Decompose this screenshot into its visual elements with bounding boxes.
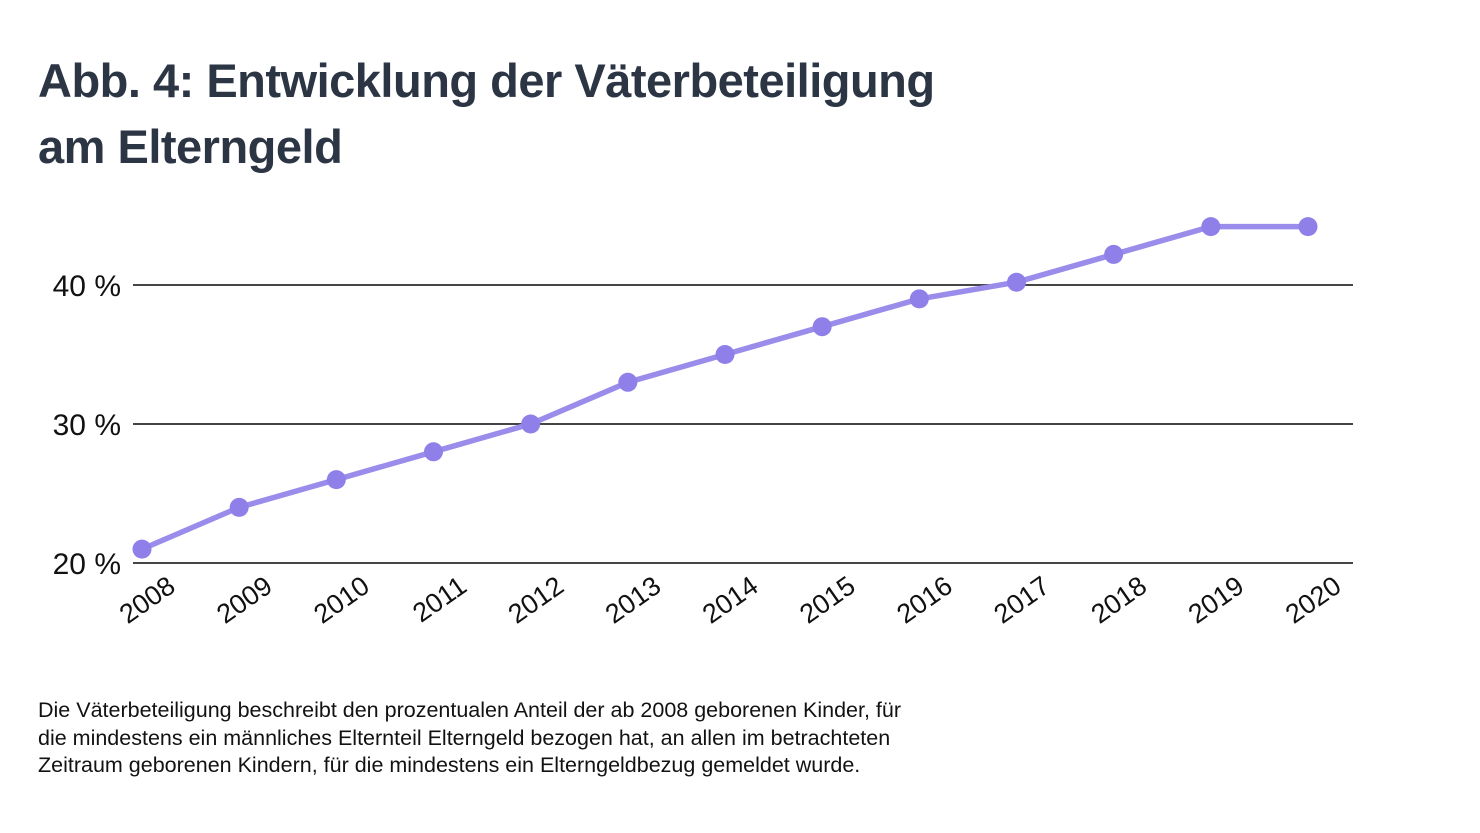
page-title-line-2: am Elterngeld <box>38 120 343 173</box>
data-point-2016 <box>909 289 929 309</box>
x-axis-tick-label: 2013 <box>600 570 666 629</box>
x-axis-tick-label: 2019 <box>1183 570 1249 629</box>
data-point-2009 <box>229 497 249 517</box>
line-chart-svg: 20 % 30 % 40 % 2008 2009 2010 2011 2012 2013 2014… <box>53 217 1353 629</box>
data-point-2015 <box>812 317 832 337</box>
x-axis-tick-label: 2018 <box>1086 570 1152 629</box>
caption-line-1: Die Väterbeteiligung beschreibt den proz… <box>38 698 902 722</box>
data-point-2014 <box>715 345 735 364</box>
data-point-2020 <box>1298 217 1318 237</box>
data-point-2013 <box>618 372 638 392</box>
x-axis-tick-label: 2009 <box>211 570 277 629</box>
data-point-2008 <box>132 539 152 559</box>
data-point-2011 <box>424 442 443 462</box>
caption-line-2: die mindestens ein männliches Elternteil… <box>38 725 891 750</box>
data-point-2010 <box>326 470 346 490</box>
data-point-2019 <box>1201 217 1221 237</box>
figure-caption: Die Väterbeteiligung beschreibt den proz… <box>38 697 901 780</box>
x-axis-tick-label: 2017 <box>989 570 1055 629</box>
x-axis-tick-label: 2008 <box>114 570 180 629</box>
y-axis-tick-label: 20 % <box>53 548 121 581</box>
page-title-line-1: Abb. 4: Entwicklung der Väterbeteiligung <box>38 54 935 107</box>
line-chart: 20 % 30 % 40 % 2008 2009 2010 2011 2012 2013 2014… <box>0 180 1480 660</box>
x-axis-tick-label: 2016 <box>891 570 957 629</box>
x-axis-tick-label: 2015 <box>794 570 860 629</box>
data-point-2012 <box>521 414 541 434</box>
x-axis-tick-label: 2020 <box>1280 570 1346 629</box>
x-axis-tick-label: 2014 <box>697 570 763 629</box>
x-axis-tick-label: 2010 <box>308 570 374 629</box>
data-point-2018 <box>1104 244 1124 264</box>
x-axis-tick-label: 2011 <box>407 570 472 628</box>
data-point-2017 <box>1007 272 1026 292</box>
trend-line <box>139 223 1311 552</box>
y-axis-tick-label: 40 % <box>53 270 121 303</box>
y-axis-tick-label: 30 % <box>53 409 121 442</box>
caption-line-3: Zeitraum geborenen Kindern, für die mind… <box>38 753 861 777</box>
page-title: Abb. 4: Entwicklung der Väterbeteiligung… <box>38 48 935 180</box>
x-axis-tick-label: 2012 <box>503 570 569 629</box>
